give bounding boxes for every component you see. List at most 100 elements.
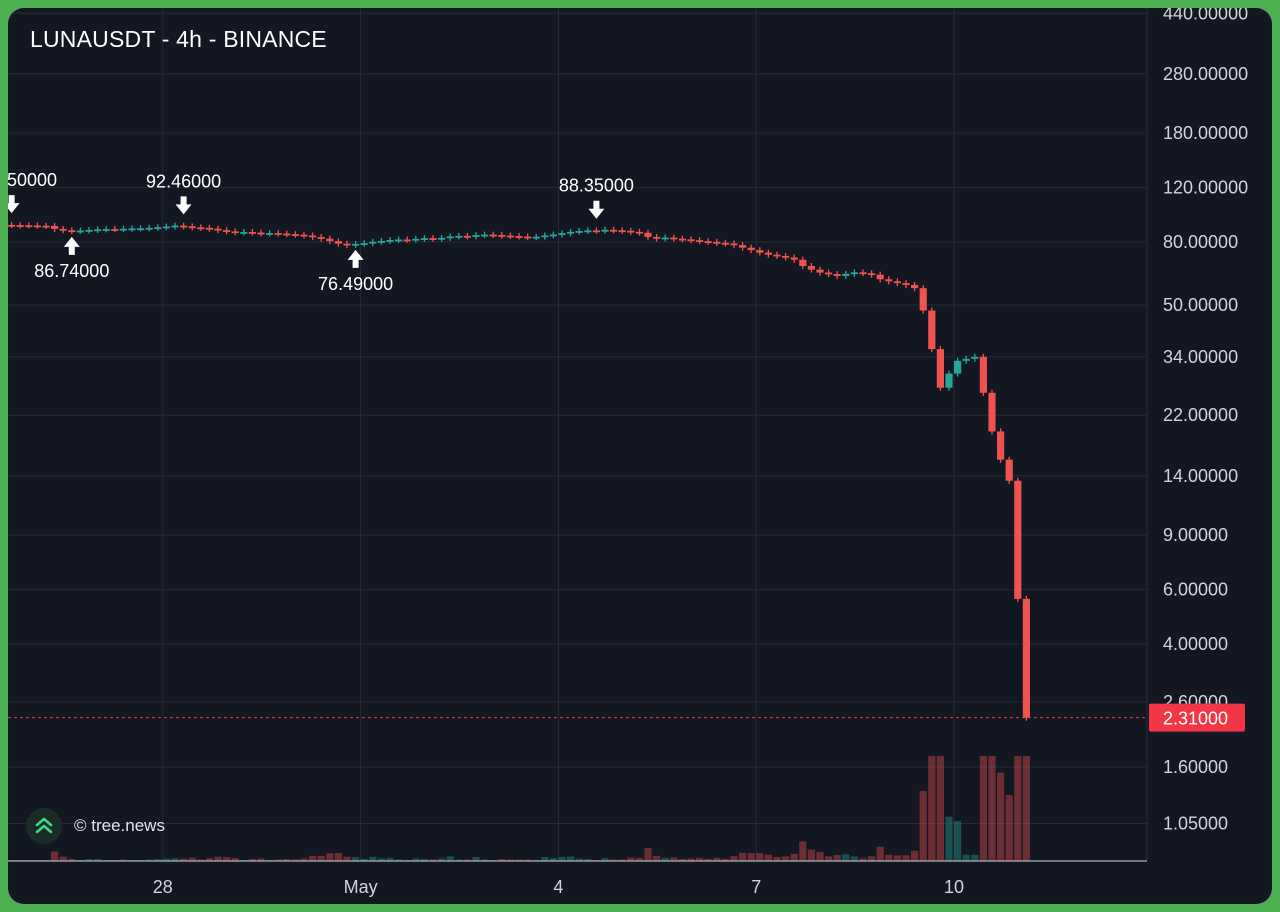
volume-bar bbox=[68, 859, 76, 861]
volume-bar bbox=[635, 858, 643, 861]
candle bbox=[850, 269, 858, 277]
candle bbox=[343, 240, 351, 249]
candle bbox=[747, 244, 755, 254]
candle bbox=[687, 236, 695, 244]
candle bbox=[782, 252, 790, 261]
candle bbox=[257, 229, 265, 237]
volume-bar bbox=[936, 756, 944, 861]
candle bbox=[954, 357, 962, 377]
price-tick-label: 180.00000 bbox=[1163, 123, 1248, 143]
candle bbox=[868, 270, 876, 278]
candle bbox=[825, 269, 833, 278]
volume-bar bbox=[171, 858, 179, 861]
annotation-label: 88.35000 bbox=[559, 176, 634, 196]
volume-bar bbox=[997, 772, 1005, 861]
candle bbox=[506, 232, 514, 240]
candle bbox=[541, 232, 549, 240]
volume-bar bbox=[541, 856, 549, 861]
candle bbox=[463, 232, 471, 240]
candle bbox=[386, 237, 394, 244]
candle bbox=[893, 278, 901, 287]
attribution[interactable]: © tree.news bbox=[26, 808, 165, 844]
candle bbox=[137, 225, 145, 232]
volume-bar bbox=[420, 858, 428, 861]
volume-bars bbox=[8, 756, 1030, 861]
candle bbox=[696, 237, 704, 245]
high-marker: 50000 bbox=[8, 170, 57, 214]
price-tick-label: 440.00000 bbox=[1163, 8, 1248, 23]
time-tick-label: May bbox=[344, 877, 378, 897]
candle bbox=[592, 227, 600, 234]
volume-bar bbox=[670, 857, 678, 861]
candle bbox=[945, 370, 953, 391]
candle bbox=[575, 228, 583, 235]
candle bbox=[842, 270, 850, 279]
candle bbox=[59, 225, 67, 234]
volume-bar bbox=[446, 856, 454, 861]
candle bbox=[653, 233, 661, 242]
volume-bar bbox=[248, 859, 256, 861]
price-tick-label: 14.00000 bbox=[1163, 466, 1238, 486]
volume-bar bbox=[472, 856, 480, 861]
volume-bar bbox=[438, 858, 446, 861]
candlestick-chart[interactable]: 440.00000 280.00000 180.00000 120.00000 80.0… bbox=[8, 8, 1272, 904]
chart-title: LUNAUSDT - 4h - BINANCE bbox=[30, 26, 327, 52]
volume-bar bbox=[377, 858, 385, 861]
volume-bar bbox=[721, 858, 729, 861]
candle bbox=[197, 224, 205, 231]
candle bbox=[799, 256, 807, 269]
candle bbox=[300, 231, 308, 239]
volume-bar bbox=[205, 858, 213, 861]
volume-bar bbox=[704, 858, 712, 861]
candle bbox=[145, 224, 153, 232]
candle bbox=[16, 222, 24, 229]
candle bbox=[670, 234, 678, 242]
candle bbox=[489, 231, 497, 238]
volume-bar bbox=[782, 856, 790, 861]
candle bbox=[678, 235, 686, 243]
volume-bar bbox=[730, 856, 738, 861]
time-tick-label: 10 bbox=[944, 877, 964, 897]
candle bbox=[352, 240, 360, 249]
volume-bar bbox=[498, 859, 506, 861]
candle bbox=[919, 285, 927, 314]
volume-bar bbox=[799, 841, 807, 861]
price-tick-label: 1.05000 bbox=[1163, 813, 1228, 833]
volume-bar bbox=[395, 859, 403, 861]
volume-bar bbox=[842, 854, 850, 861]
volume-bar bbox=[352, 857, 360, 861]
price-tick-label: 280.00000 bbox=[1163, 64, 1248, 84]
volume-bar bbox=[481, 859, 489, 861]
high-marker: 92.46000 bbox=[146, 171, 221, 215]
volume-bar bbox=[291, 859, 299, 861]
candle bbox=[498, 231, 506, 239]
candle bbox=[162, 223, 170, 231]
candle bbox=[567, 228, 575, 237]
volume-bar bbox=[859, 858, 867, 861]
candle bbox=[446, 233, 454, 241]
candle bbox=[816, 266, 824, 276]
volume-bar bbox=[214, 856, 222, 861]
volume-bar bbox=[309, 855, 317, 861]
volume-bar bbox=[223, 857, 231, 861]
volume-bar bbox=[145, 859, 153, 861]
volume-bar bbox=[868, 856, 876, 861]
candle bbox=[807, 262, 815, 273]
volume-bar bbox=[300, 858, 308, 861]
volume-bar bbox=[51, 851, 59, 861]
volume-bar bbox=[756, 853, 764, 861]
arrow-down-icon bbox=[8, 195, 20, 214]
volume-bar bbox=[988, 756, 996, 861]
annotation-label: 50000 bbox=[8, 170, 57, 190]
candle bbox=[76, 227, 84, 234]
candle bbox=[438, 234, 446, 242]
time-tick-label: 7 bbox=[751, 877, 761, 897]
volume-bar bbox=[885, 854, 893, 861]
volume-bar bbox=[567, 856, 575, 861]
volume-bar bbox=[928, 756, 936, 861]
volume-bar bbox=[532, 859, 540, 861]
candle bbox=[214, 225, 222, 234]
candle bbox=[1005, 456, 1013, 484]
volume-bar bbox=[515, 859, 523, 861]
volume-bar bbox=[326, 853, 334, 861]
